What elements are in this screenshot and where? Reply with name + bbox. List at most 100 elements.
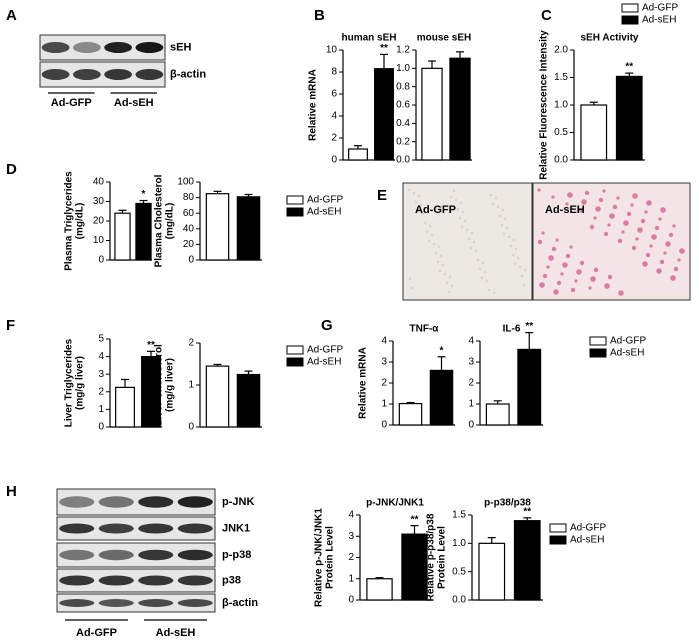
- tissue-speck: [423, 221, 427, 225]
- blot-row-label: p-p38: [222, 549, 251, 561]
- y-tick-label: 20: [183, 239, 195, 250]
- y-tick-label: 0: [331, 155, 337, 166]
- tissue-speck: [461, 210, 465, 214]
- tissue-speck: [408, 277, 412, 281]
- tissue-speck: [548, 255, 554, 261]
- legend-swatch: [549, 523, 567, 533]
- panel-label: G: [321, 317, 333, 334]
- tissue-speck: [452, 189, 456, 193]
- y-tick-label: 30: [93, 196, 105, 207]
- chart-title: p-p38/p38: [484, 498, 531, 509]
- tissue-speck: [576, 269, 582, 275]
- y-tick-label: 1: [468, 399, 474, 410]
- y-tick-label: 1.5: [554, 72, 568, 83]
- chart-title: mouse sEH: [417, 33, 471, 44]
- y-tick-label: 60: [183, 208, 195, 219]
- blot-group-label: Ad-GFP: [51, 97, 92, 109]
- bar: [485, 403, 510, 426]
- tissue-speck: [602, 189, 606, 193]
- tissue-speck: [607, 274, 613, 280]
- y-tick-label: 0.0: [554, 155, 568, 166]
- y-tick-label: 6: [331, 89, 337, 100]
- tissue-speck: [537, 239, 543, 245]
- tissue-speck: [459, 201, 463, 205]
- tissue-speck: [654, 225, 660, 231]
- tissue-speck: [645, 252, 651, 258]
- bar: [115, 386, 135, 428]
- bar: [366, 578, 393, 601]
- tissue-speck: [579, 209, 583, 213]
- y-tick-label: 5: [98, 334, 104, 345]
- tissue-speck: [417, 194, 421, 198]
- tissue-speck: [562, 262, 568, 268]
- image-label: Ad-GFP: [415, 204, 456, 216]
- tissue-speck: [414, 200, 418, 204]
- tissue-speck: [593, 267, 599, 273]
- tissue-speck: [522, 283, 526, 287]
- blot-group-label: Ad-GFP: [76, 627, 117, 639]
- y-tick-label: 2: [381, 378, 387, 389]
- tissue-speck: [677, 258, 681, 262]
- y-axis-label: Plasma Cholesterol: [154, 174, 165, 267]
- blot-band: [138, 523, 174, 534]
- chart-title: sEH Activity: [581, 33, 639, 44]
- significance-label: **: [147, 340, 155, 351]
- y-tick-label: 40: [93, 177, 105, 188]
- y-tick-label: 1.0: [554, 100, 568, 111]
- panel-label: F: [6, 317, 15, 334]
- y-tick-label: 100: [177, 177, 194, 188]
- legend-label: Ad-GFP: [610, 336, 646, 347]
- y-tick-label: 0.0: [396, 155, 410, 166]
- y-tick-label: 3: [381, 357, 387, 368]
- tissue-speck: [416, 209, 420, 213]
- blot-group-label: Ad-sEH: [156, 627, 196, 639]
- y-tick-label: 4: [381, 336, 387, 347]
- tissue-speck: [441, 263, 445, 267]
- blot-band: [98, 523, 134, 534]
- bar: [429, 369, 454, 426]
- y-tick-label: 1: [188, 380, 194, 391]
- tissue-speck: [604, 283, 610, 289]
- y-axis-label: (mg/g liver): [75, 356, 86, 410]
- tissue-speck: [651, 234, 657, 240]
- tissue-speck: [542, 273, 548, 279]
- tissue-speck: [567, 192, 573, 198]
- tissue-speck: [513, 262, 517, 266]
- legend-label: Ad-GFP: [307, 195, 343, 206]
- tissue-speck: [626, 211, 632, 217]
- y-tick-label: 0: [98, 255, 104, 266]
- tissue-speck: [458, 216, 462, 220]
- tissue-speck: [523, 268, 527, 272]
- histology-image: [402, 182, 533, 301]
- y-axis-label: Liver Triglycerides: [64, 338, 75, 427]
- tissue-speck: [590, 276, 596, 282]
- legend-label: Ad-sEH: [307, 357, 341, 368]
- tissue-speck: [445, 281, 449, 285]
- legend-swatch: [621, 15, 639, 25]
- blot-band: [72, 42, 101, 53]
- blot-row-label: β-actin: [222, 597, 258, 609]
- y-axis-label: Relative mRNA: [308, 69, 319, 141]
- tissue-speck: [485, 279, 489, 283]
- tissue-speck: [520, 274, 524, 278]
- y-tick-label: 3: [348, 531, 354, 542]
- tissue-speck: [623, 220, 629, 226]
- tissue-speck: [581, 199, 587, 205]
- legend-label: Ad-sEH: [307, 207, 341, 218]
- tissue-speck: [593, 216, 597, 220]
- significance-label: **: [625, 62, 633, 73]
- blot-band: [135, 42, 164, 53]
- tissue-speck: [480, 276, 484, 280]
- tissue-speck: [551, 195, 555, 199]
- tissue-speck: [419, 203, 423, 207]
- tissue-speck: [607, 223, 611, 227]
- legend-swatch: [286, 357, 304, 367]
- tissue-speck: [501, 208, 505, 212]
- tissue-speck: [487, 288, 491, 292]
- y-tick-label: 1.0: [452, 538, 466, 549]
- tissue-speck: [425, 230, 429, 234]
- bar: [236, 196, 261, 261]
- tissue-speck: [491, 202, 495, 206]
- blot-band: [41, 69, 70, 80]
